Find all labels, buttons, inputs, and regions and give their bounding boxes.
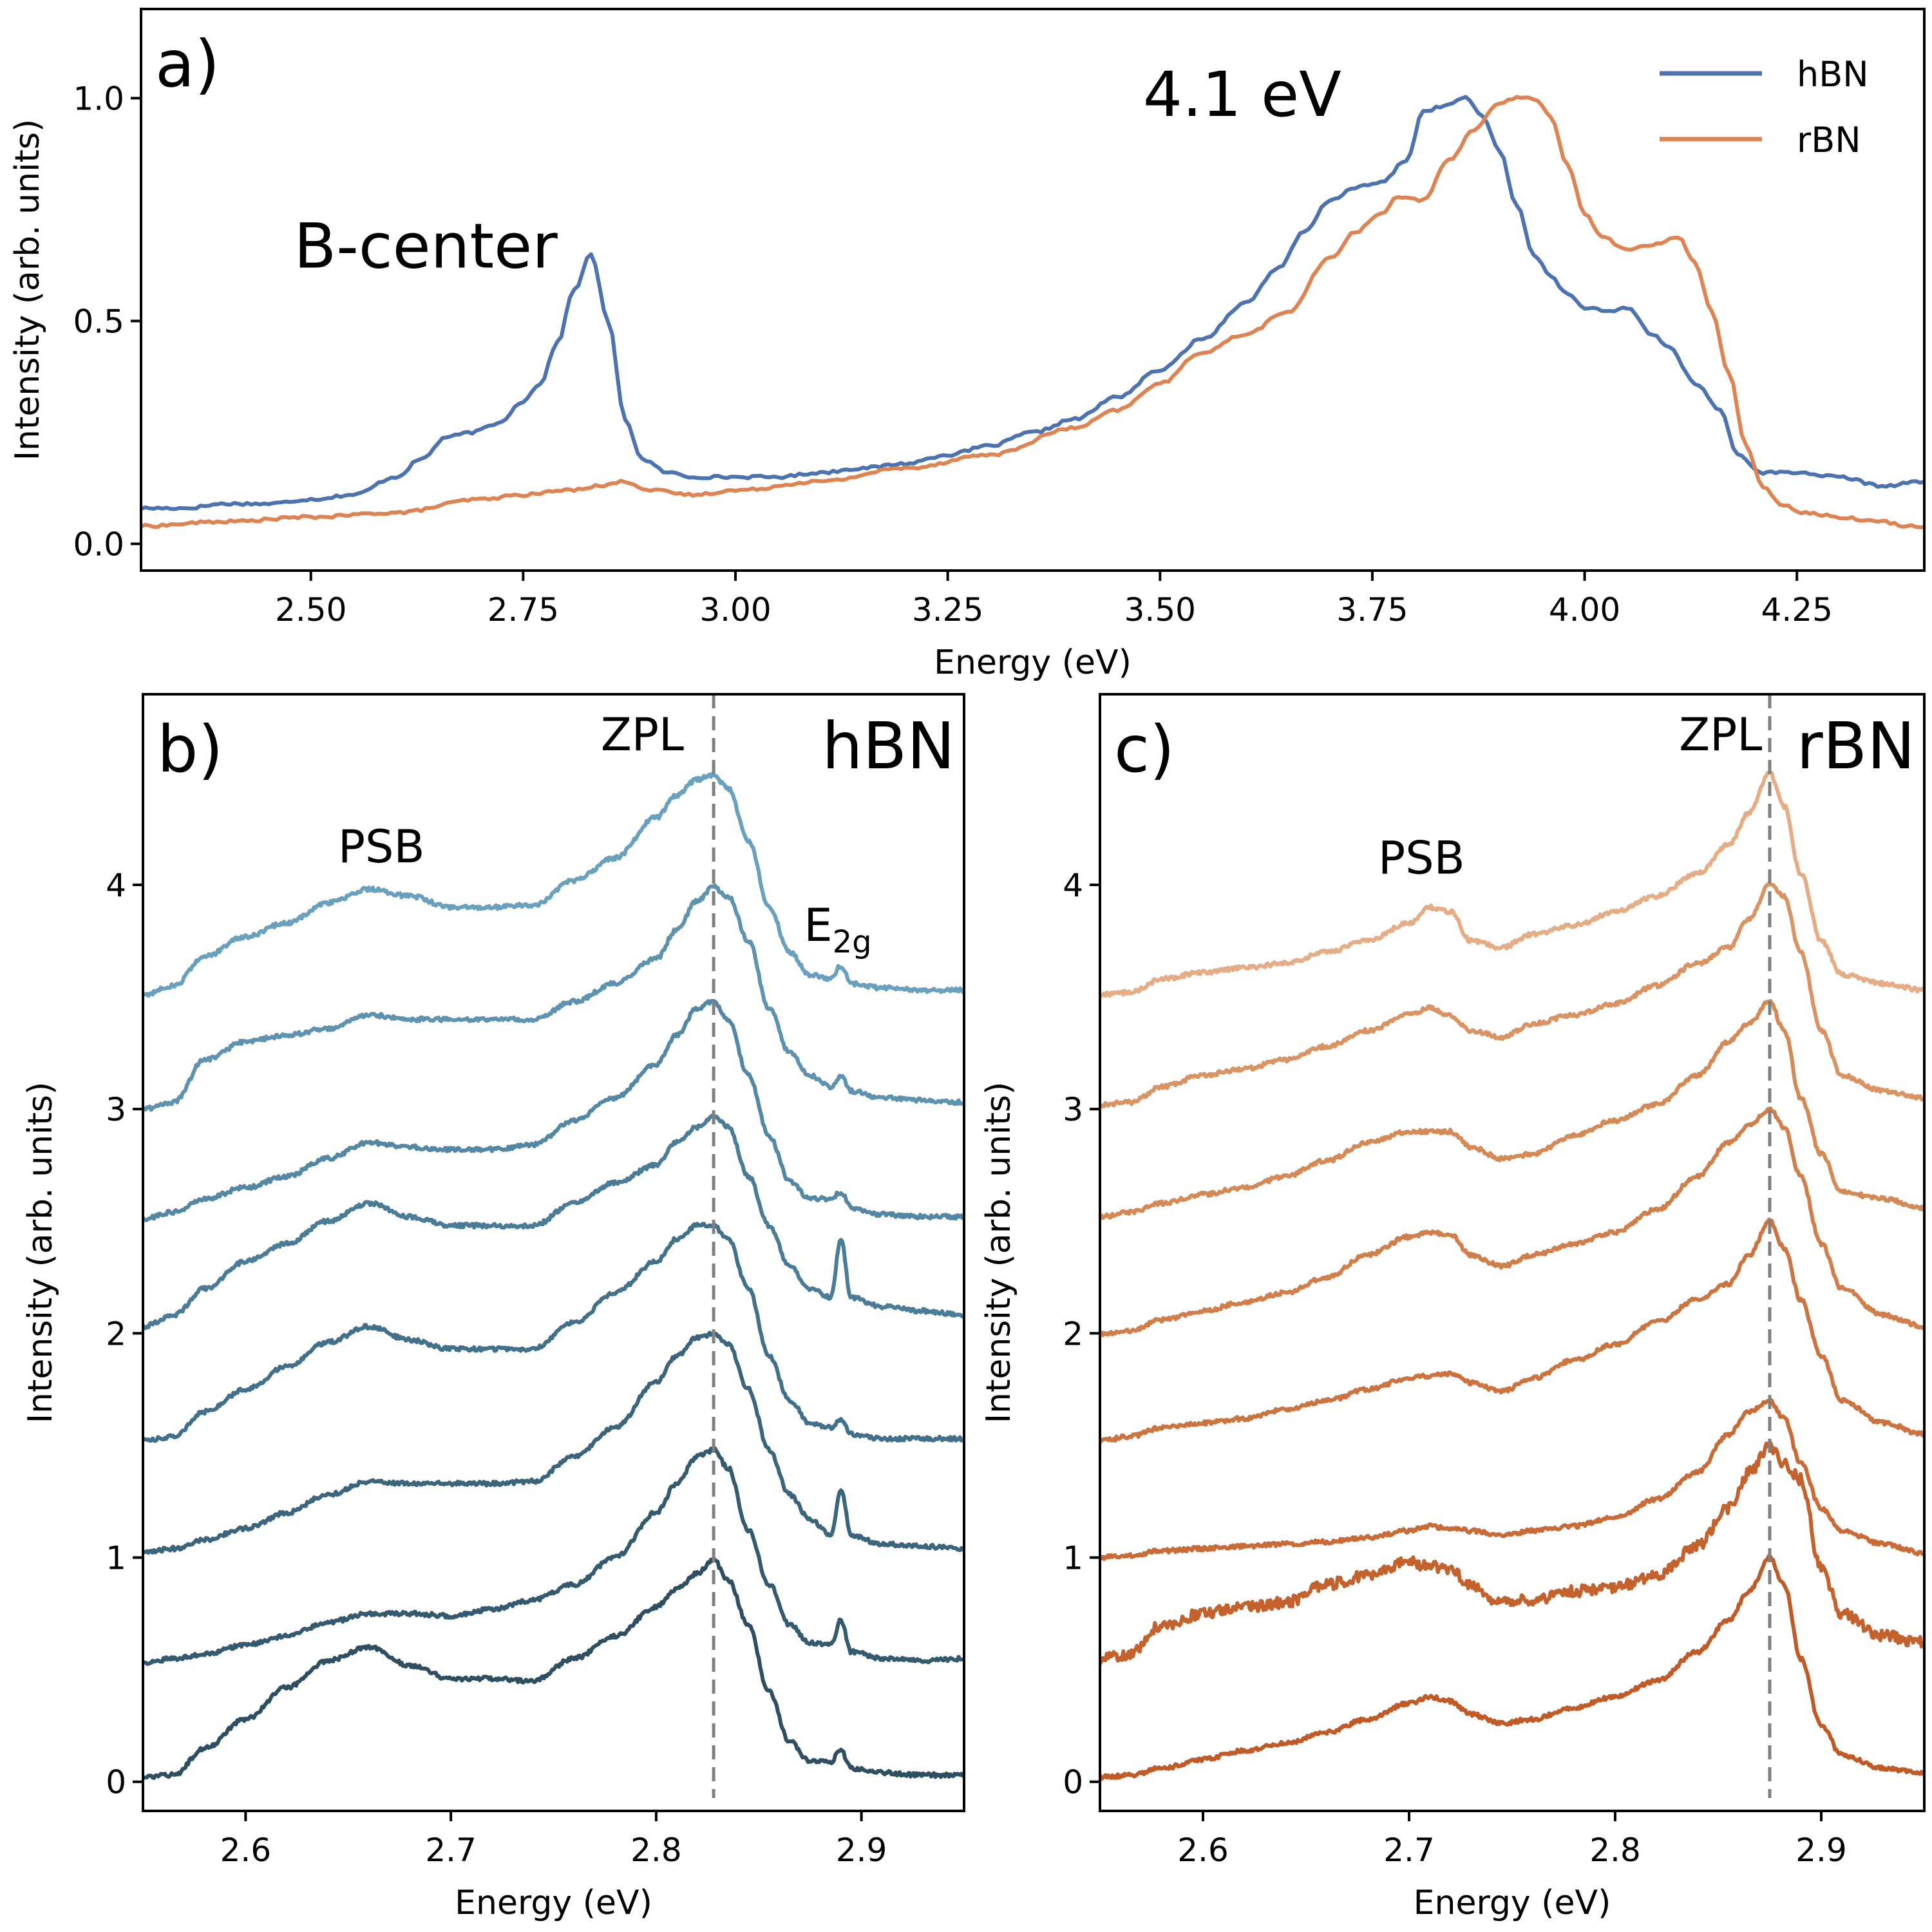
annotation-psb-rbn: PSB [1378,832,1465,885]
series-rbn-spectrum-2 [1100,1440,1924,1666]
y-tick-label: 4 [1063,867,1083,904]
panel-a: 2.50 2.75 3.00 3.25 3.50 3.75 4.00 4.25 0.0 0.5 1.… [8,8,1926,682]
x-tick-label: 3.25 [912,591,983,629]
series-hbn [141,95,1924,511]
x-tick-label: 2.6 [220,1832,272,1869]
annotation-e2g: E2g [804,899,871,960]
y-tick-label: 0.5 [73,303,124,340]
annotation-4-1-ev: 4.1 eV [1143,59,1341,131]
y-tick-label: 0 [1063,1764,1083,1801]
legend: hBN rBN [1660,54,1869,160]
x-tick-label: 2.9 [836,1832,887,1869]
panel-c-frame [1099,693,1926,1812]
panel-b: 2.6 2.7 2.8 2.9 0 1 2 3 4 b) hBN Energy (eV) Int… [21,693,965,1922]
series-hbn-spectrum-5 [143,1113,964,1331]
y-tick-label: 1 [1063,1540,1083,1577]
panel-c-ticks: 2.6 2.7 2.8 2.9 0 1 2 3 4 [1063,867,1847,1869]
panel-b-label: b) [157,712,223,787]
x-tick-label: 2.50 [275,591,346,629]
series-hbn-spectrum-6 [143,999,964,1222]
panel-c-corner-title: rBN [1796,708,1915,784]
y-tick-label: 0 [106,1764,126,1801]
x-tick-label: 2.75 [488,591,559,629]
series-hbn-spectrum-3 [143,1330,964,1555]
annotation-zpl-hbn: ZPL [601,708,684,761]
panel-b-traces [143,772,964,1780]
x-tick-label: 3.50 [1124,591,1196,629]
y-tick-label: 1 [106,1540,126,1577]
series-hbn-spectrum-7 [143,883,964,1112]
series-rbn-spectrum-4 [1100,1217,1924,1444]
annotation-psb-hbn: PSB [338,820,425,873]
panel-a-ticks: 2.50 2.75 3.00 3.25 3.50 3.75 4.00 4.25 0.0 0.5 1.… [73,80,1832,629]
x-tick-label: 2.8 [630,1832,682,1869]
x-tick-label: 2.6 [1177,1832,1229,1869]
series-rbn-spectrum-3 [1100,1397,1924,1562]
panel-a-label: a) [155,26,220,102]
annotation-b-center: B-center [294,210,558,282]
panel-b-corner-title: hBN [822,708,955,784]
x-tick-label: 2.8 [1589,1832,1641,1869]
panel-b-y-axis-label: Intensity (arb. units) [21,1082,60,1424]
x-tick-label: 4.25 [1761,591,1833,629]
x-tick-label: 4.00 [1549,591,1620,629]
annotation-zpl-rbn: ZPL [1679,708,1762,761]
panel-a-x-axis-label: Energy (eV) [934,643,1132,682]
series-rbn-spectrum-7 [1100,881,1924,1109]
x-tick-label: 3.00 [699,591,771,629]
series-hbn-spectrum-2 [143,1446,964,1666]
y-tick-label: 1.0 [73,80,124,117]
panel-c: 2.6 2.7 2.8 2.9 0 1 2 3 4 c) rBN Energy (eV) Int… [980,693,1926,1922]
panel-b-x-axis-label: Energy (eV) [455,1884,652,1922]
panel-a-traces [141,95,1924,529]
y-tick-label: 0.0 [73,526,124,563]
series-rbn-spectrum-6 [1100,999,1924,1220]
panel-c-y-axis-label: Intensity (arb. units) [980,1082,1018,1424]
panel-b-ticks: 2.6 2.7 2.8 2.9 0 1 2 3 4 [106,867,887,1869]
y-tick-label: 3 [106,1091,126,1128]
y-tick-label: 4 [106,867,126,904]
legend-label-rbn: rBN [1797,120,1861,160]
panel-a-y-axis-label: Intensity (arb. units) [8,119,47,461]
x-tick-label: 2.7 [425,1832,477,1869]
panel-c-label: c) [1114,712,1175,787]
y-tick-label: 2 [106,1315,126,1352]
x-tick-label: 3.75 [1336,591,1408,629]
panel-a-frame [140,8,1926,572]
panel-b-frame [142,693,965,1812]
series-hbn-spectrum-4 [143,1222,964,1443]
x-tick-label: 2.7 [1383,1832,1435,1869]
series-hbn-spectrum-8 [143,772,964,998]
y-tick-label: 3 [1063,1091,1083,1128]
series-rbn-spectrum-1 [1100,1553,1924,1781]
series-rbn [141,95,1924,529]
annotation-e2g-main: E [804,899,832,952]
series-rbn-spectrum-5 [1100,1106,1924,1338]
series-hbn-spectrum-1 [143,1556,964,1780]
annotation-e2g-subscript: 2g [833,924,872,960]
y-tick-label: 2 [1063,1315,1083,1352]
panel-c-x-axis-label: Energy (eV) [1414,1884,1611,1922]
x-tick-label: 2.9 [1795,1832,1847,1869]
legend-label-hbn: hBN [1797,54,1869,95]
panel-c-traces [1100,770,1924,1781]
series-rbn-spectrum-8 [1100,770,1924,998]
